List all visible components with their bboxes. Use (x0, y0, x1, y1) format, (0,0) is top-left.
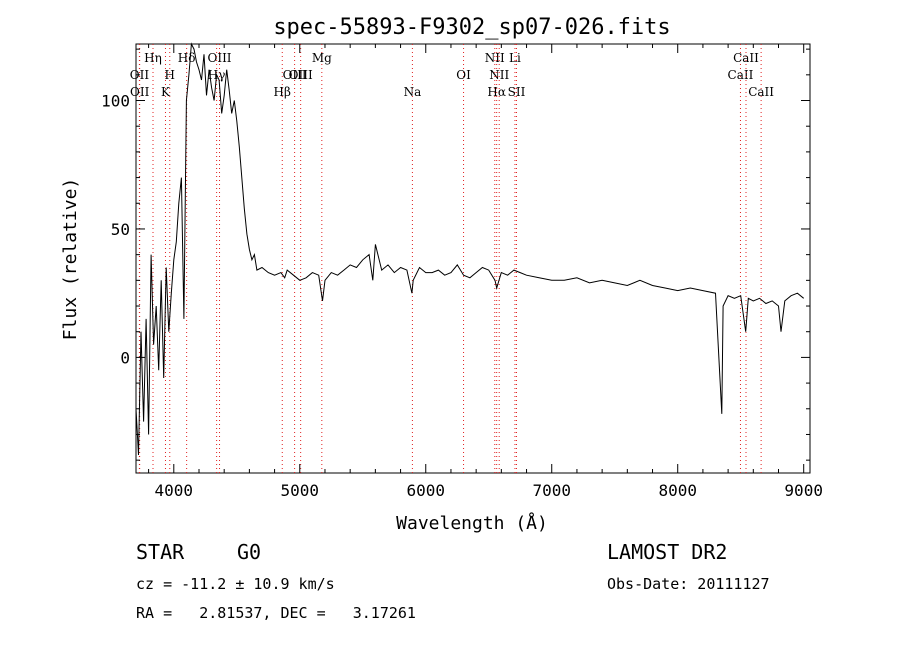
x-tick-label-1: 5000 (281, 481, 320, 500)
x-tick-label-5: 9000 (784, 481, 823, 500)
x-tick-label-4: 8000 (658, 481, 697, 500)
marker-label-11: Mg (312, 51, 332, 65)
marker-label-15: NII (489, 68, 509, 82)
marker-label-13: OI (456, 68, 471, 82)
x-tick-label-0: 4000 (155, 481, 194, 500)
marker-label-8: Hβ (274, 85, 291, 99)
marker-label-5: Hδ (178, 51, 196, 65)
x-tick-label-3: 7000 (532, 481, 571, 500)
obs-date: Obs-Date: 20111127 (607, 575, 770, 593)
y-axis-label: Flux (relative) (60, 178, 81, 341)
marker-label-14: NII (485, 51, 505, 65)
marker-label-2: Hη (144, 51, 162, 65)
marker-label-19: CaII (728, 68, 754, 82)
redshift-cz: cz = -11.2 ± 10.9 km/s (136, 575, 335, 593)
marker-label-16: Hα (487, 85, 506, 99)
marker-label-9: OIII (283, 68, 307, 82)
line-markers: OIIOIIHηHKHδOIIIHγHβOIIIOIIIMgNaOINIINII… (130, 44, 774, 473)
survey-name: LAMOST DR2 (607, 540, 728, 564)
plot-frame (135, 43, 811, 474)
y-tick-label-1: 50 (111, 220, 130, 239)
ra-dec: RA = 2.81537, DEC = 3.17261 (136, 604, 416, 622)
y-tick-label-2: 100 (101, 92, 130, 111)
marker-label-1: OII (130, 85, 150, 99)
y-tick-label-0: 0 (120, 348, 130, 367)
marker-label-6: OIII (207, 51, 231, 65)
chart-title: spec-55893-F9302_sp07-026.fits (273, 15, 670, 40)
x-tick-label-2: 6000 (406, 481, 445, 500)
marker-label-18: SII (508, 85, 526, 99)
marker-label-10: OIII (289, 68, 313, 82)
marker-label-17: Li (509, 51, 521, 65)
x-axis-label: Wavelength (Å) (396, 512, 548, 534)
marker-label-20: CaII (733, 51, 759, 65)
spectrum-line (135, 42, 805, 456)
marker-label-4: K (161, 85, 171, 99)
object-subclass: G0 (237, 540, 262, 564)
marker-label-12: Na (404, 85, 422, 99)
axis-ticks: 4000 5000 6000 7000 8000 9000 0 50 100 (101, 44, 823, 500)
object-class: STAR (136, 540, 185, 564)
marker-label-21: CaII (748, 85, 774, 99)
marker-label-3: H (165, 68, 175, 82)
